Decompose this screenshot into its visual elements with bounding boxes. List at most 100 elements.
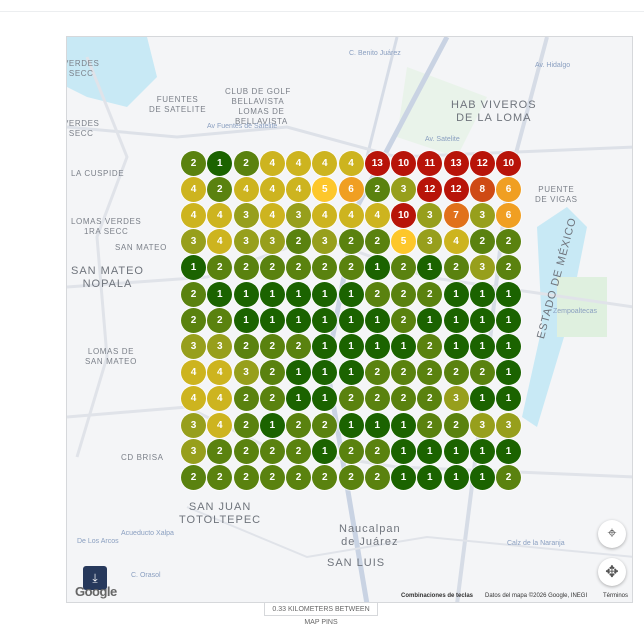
map-pin[interactable]: 3: [207, 333, 233, 359]
map-pin[interactable]: 2: [286, 255, 311, 281]
map-pin[interactable]: 1: [391, 333, 416, 359]
map-pin[interactable]: 2: [286, 438, 311, 464]
map-pin[interactable]: 2: [207, 255, 233, 281]
map-pin[interactable]: 2: [364, 464, 390, 490]
map-pin[interactable]: 4: [286, 176, 311, 202]
map-pin[interactable]: 1: [417, 307, 443, 333]
map-pin[interactable]: 10: [391, 150, 416, 176]
map-pin[interactable]: 2: [181, 464, 206, 490]
map-pin[interactable]: 1: [469, 464, 495, 490]
map-pin[interactable]: 2: [364, 281, 390, 307]
map-pin[interactable]: 1: [364, 412, 390, 438]
map-pin[interactable]: 1: [364, 333, 390, 359]
map-pin[interactable]: 7: [443, 202, 469, 228]
map-pin[interactable]: 2: [259, 255, 285, 281]
map-pin[interactable]: 3: [259, 229, 285, 255]
map-pin[interactable]: 1: [469, 307, 495, 333]
map-pin[interactable]: 1: [338, 307, 364, 333]
map-pin[interactable]: 3: [417, 229, 443, 255]
map-pin[interactable]: 1: [417, 255, 443, 281]
map-pin[interactable]: 2: [233, 255, 259, 281]
map-pin[interactable]: 2: [469, 229, 495, 255]
map-pin[interactable]: 1: [233, 281, 259, 307]
map-pin[interactable]: 1: [443, 281, 469, 307]
map-pin[interactable]: 4: [181, 386, 206, 412]
map-pin[interactable]: 4: [207, 386, 233, 412]
map-pin[interactable]: 1: [469, 386, 495, 412]
map-pin[interactable]: 6: [496, 202, 521, 228]
map-pin[interactable]: 1: [443, 464, 469, 490]
map-pin[interactable]: 3: [469, 412, 495, 438]
map-pin[interactable]: 4: [207, 360, 233, 386]
map-pin[interactable]: 1: [338, 333, 364, 359]
map-pin[interactable]: 2: [233, 333, 259, 359]
map-pin[interactable]: 1: [233, 307, 259, 333]
map-pin[interactable]: 3: [286, 202, 311, 228]
map-pin[interactable]: 1: [364, 307, 390, 333]
map-pin[interactable]: 2: [207, 176, 233, 202]
map-pin[interactable]: 1: [312, 386, 338, 412]
map-pin[interactable]: 2: [233, 412, 259, 438]
map-pin[interactable]: 2: [364, 438, 390, 464]
map-pin[interactable]: 2: [181, 281, 206, 307]
map-pin[interactable]: 2: [417, 412, 443, 438]
map-pin[interactable]: 1: [312, 281, 338, 307]
pan-control-button[interactable]: ✥: [598, 558, 626, 586]
map-pin[interactable]: 1: [443, 307, 469, 333]
map-pin[interactable]: 1: [496, 386, 521, 412]
map-pin[interactable]: 2: [338, 386, 364, 412]
map-pin[interactable]: 2: [181, 150, 206, 176]
map-pin[interactable]: 1: [391, 464, 416, 490]
map-pin[interactable]: 2: [259, 333, 285, 359]
map-pin[interactable]: 2: [207, 307, 233, 333]
map-pin[interactable]: 4: [259, 176, 285, 202]
map[interactable]: VERDES SECC FUENTES DE SATELITE CLUB DE GO…: [66, 36, 633, 603]
map-pin[interactable]: 3: [469, 255, 495, 281]
map-pin[interactable]: 5: [312, 176, 338, 202]
map-pin[interactable]: 1: [259, 412, 285, 438]
map-pin[interactable]: 2: [338, 229, 364, 255]
map-pin[interactable]: 2: [496, 229, 521, 255]
map-pin[interactable]: 2: [312, 412, 338, 438]
map-pin[interactable]: 2: [443, 255, 469, 281]
map-pin[interactable]: 2: [312, 464, 338, 490]
map-pin[interactable]: 1: [469, 438, 495, 464]
map-pin[interactable]: 10: [496, 150, 521, 176]
map-pin[interactable]: 2: [286, 229, 311, 255]
map-pin[interactable]: 2: [207, 464, 233, 490]
my-location-button[interactable]: ⌖: [598, 520, 626, 548]
map-pin[interactable]: 3: [312, 229, 338, 255]
map-pin[interactable]: 2: [233, 386, 259, 412]
map-pin[interactable]: 1: [286, 281, 311, 307]
map-pin[interactable]: 4: [338, 202, 364, 228]
map-pin[interactable]: 2: [417, 281, 443, 307]
map-pin[interactable]: 2: [259, 386, 285, 412]
map-pin[interactable]: 2: [417, 360, 443, 386]
map-pin[interactable]: 1: [469, 333, 495, 359]
map-pin[interactable]: 1: [496, 281, 521, 307]
map-pin[interactable]: 8: [469, 176, 495, 202]
map-pin[interactable]: 1: [312, 360, 338, 386]
map-pin[interactable]: 2: [312, 255, 338, 281]
map-pin[interactable]: 2: [286, 464, 311, 490]
map-pin[interactable]: 5: [391, 229, 416, 255]
map-pin[interactable]: 2: [417, 386, 443, 412]
map-pin[interactable]: 12: [469, 150, 495, 176]
map-pin[interactable]: 2: [338, 438, 364, 464]
map-pin[interactable]: 4: [259, 202, 285, 228]
map-pin[interactable]: 1: [207, 150, 233, 176]
map-pin[interactable]: 1: [417, 464, 443, 490]
map-pin[interactable]: 2: [496, 464, 521, 490]
map-pin[interactable]: 4: [207, 202, 233, 228]
map-pin[interactable]: 4: [207, 229, 233, 255]
map-pin[interactable]: 1: [496, 307, 521, 333]
map-pin[interactable]: 1: [312, 438, 338, 464]
map-pin[interactable]: 4: [338, 150, 364, 176]
map-pin[interactable]: 4: [364, 202, 390, 228]
map-pin[interactable]: 2: [286, 333, 311, 359]
map-pin[interactable]: 2: [443, 360, 469, 386]
map-pin[interactable]: 3: [391, 176, 416, 202]
map-pin[interactable]: 2: [364, 229, 390, 255]
map-pin[interactable]: 2: [207, 438, 233, 464]
map-pin[interactable]: 1: [443, 438, 469, 464]
